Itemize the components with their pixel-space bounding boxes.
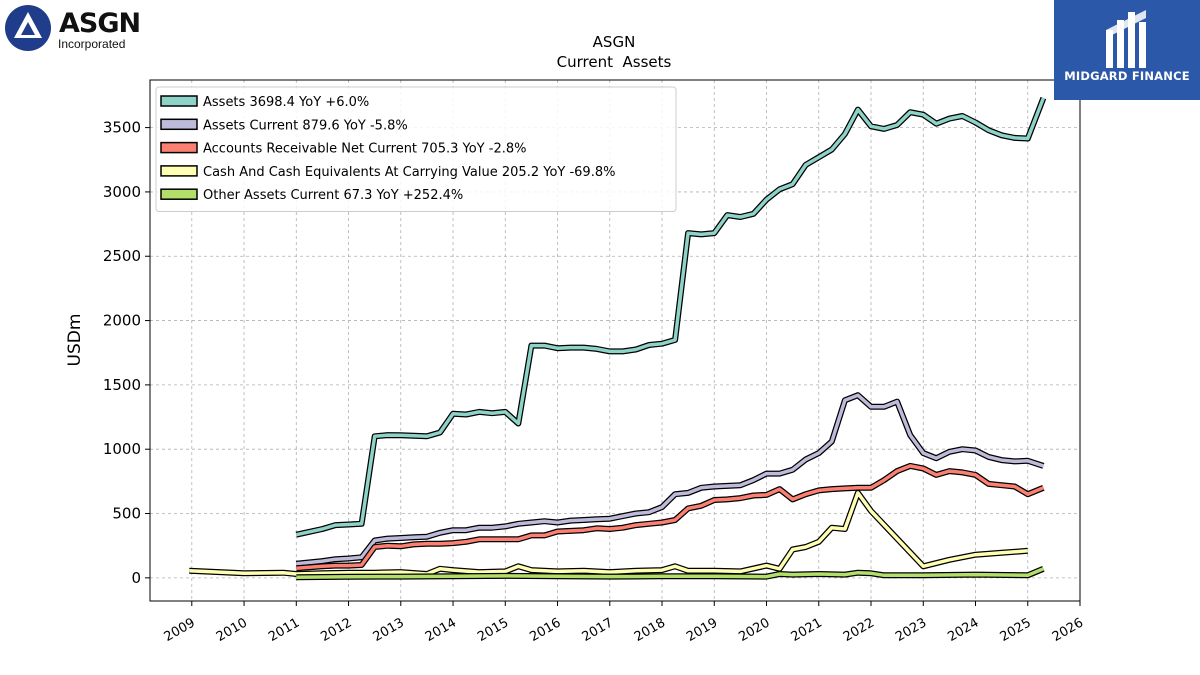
series-stroke xyxy=(296,393,1044,566)
x-tick-label: 2015 xyxy=(475,615,511,645)
midgard-finance-logo: MIDGARD FINANCE xyxy=(1054,0,1200,100)
series-stroke xyxy=(189,491,1028,576)
x-tick-label: 2011 xyxy=(266,615,302,645)
y-tick-label: 2000 xyxy=(103,312,141,330)
x-tick-label: 2019 xyxy=(684,615,720,645)
asgn-logo-icon xyxy=(5,5,51,51)
x-tick-label: 2010 xyxy=(214,615,250,645)
series-stroke xyxy=(295,97,1046,537)
series-stroke xyxy=(296,567,1045,579)
legend-swatch xyxy=(160,165,198,177)
y-tick-label: 0 xyxy=(131,569,141,587)
x-tick-label: 2023 xyxy=(893,615,929,645)
x-tick-label: 2016 xyxy=(527,615,563,645)
legend-swatch xyxy=(160,141,198,154)
y-tick-label: 1000 xyxy=(103,440,141,458)
legend-entry: Other Assets Current 67.3 YoY +252.4% xyxy=(203,188,463,203)
x-tick-label: 2017 xyxy=(580,615,616,645)
series-layer xyxy=(189,96,1047,581)
x-tick-label: 2026 xyxy=(1050,615,1086,645)
series-outline xyxy=(296,462,1045,572)
legend-swatch xyxy=(160,188,198,200)
series-line-assets xyxy=(295,96,1047,538)
x-tick-label: 2012 xyxy=(318,615,354,645)
midgard-logo-text: MIDGARD FINANCE xyxy=(1064,69,1190,83)
x-tick-label: 2021 xyxy=(789,615,825,645)
y-axis-label: USDm xyxy=(65,314,85,367)
asgn-logo-subtext: Incorporated xyxy=(58,37,126,51)
legend-box xyxy=(155,86,677,212)
series-line-accounts-receivable-net-current xyxy=(296,462,1045,572)
series-line-assets-current xyxy=(296,392,1045,567)
x-tick-label: 2022 xyxy=(841,615,877,645)
x-tick-label: 2024 xyxy=(945,615,981,645)
legend-swatch xyxy=(160,118,198,131)
x-tick-label: 2025 xyxy=(998,615,1034,645)
legend: Assets 3698.4 YoY +6.0% Assets Current 87… xyxy=(155,86,677,212)
y-tick-label: 1500 xyxy=(103,376,141,394)
legend-entry: Accounts Receivable Net Current 705.3 Yo… xyxy=(203,142,526,157)
series-line-other-assets-current xyxy=(296,566,1045,581)
series-line-cash-and-cash-equivalents-at-carrying-value xyxy=(189,489,1029,577)
y-tick-label: 3000 xyxy=(103,183,141,201)
x-tick-label: 2020 xyxy=(736,615,772,645)
midgard-logo-icon xyxy=(1106,10,1146,68)
chart-title: ASGN xyxy=(593,33,636,51)
legend-entry: Cash And Cash Equivalents At Carrying Va… xyxy=(203,165,615,180)
y-axis: 0 500 1000 1500 2000 2500 3000 3500 xyxy=(103,119,150,587)
y-tick-label: 2500 xyxy=(103,247,141,265)
series-stroke xyxy=(296,464,1045,570)
x-tick-label: 2018 xyxy=(632,615,668,645)
legend-swatch xyxy=(160,95,198,107)
asgn-logo-text: ASGN xyxy=(59,8,141,39)
legend-entry: Assets Current 879.6 YoY -5.8% xyxy=(203,118,408,133)
x-tick-label: 2014 xyxy=(423,615,459,645)
y-tick-label: 3500 xyxy=(103,119,141,137)
y-tick-label: 500 xyxy=(112,505,141,523)
x-axis: 2009 2010 2011 2012 2013 2014 2015 2016 2017 2018… xyxy=(162,601,1086,645)
chart-subtitle: Current Assets xyxy=(557,53,672,71)
x-tick-label: 2009 xyxy=(162,615,198,645)
x-tick-label: 2013 xyxy=(371,615,407,645)
legend-entry: Assets 3698.4 YoY +6.0% xyxy=(203,95,369,110)
plot-area xyxy=(149,79,1081,602)
asgn-logo: ASGN Incorporated xyxy=(4,4,154,56)
